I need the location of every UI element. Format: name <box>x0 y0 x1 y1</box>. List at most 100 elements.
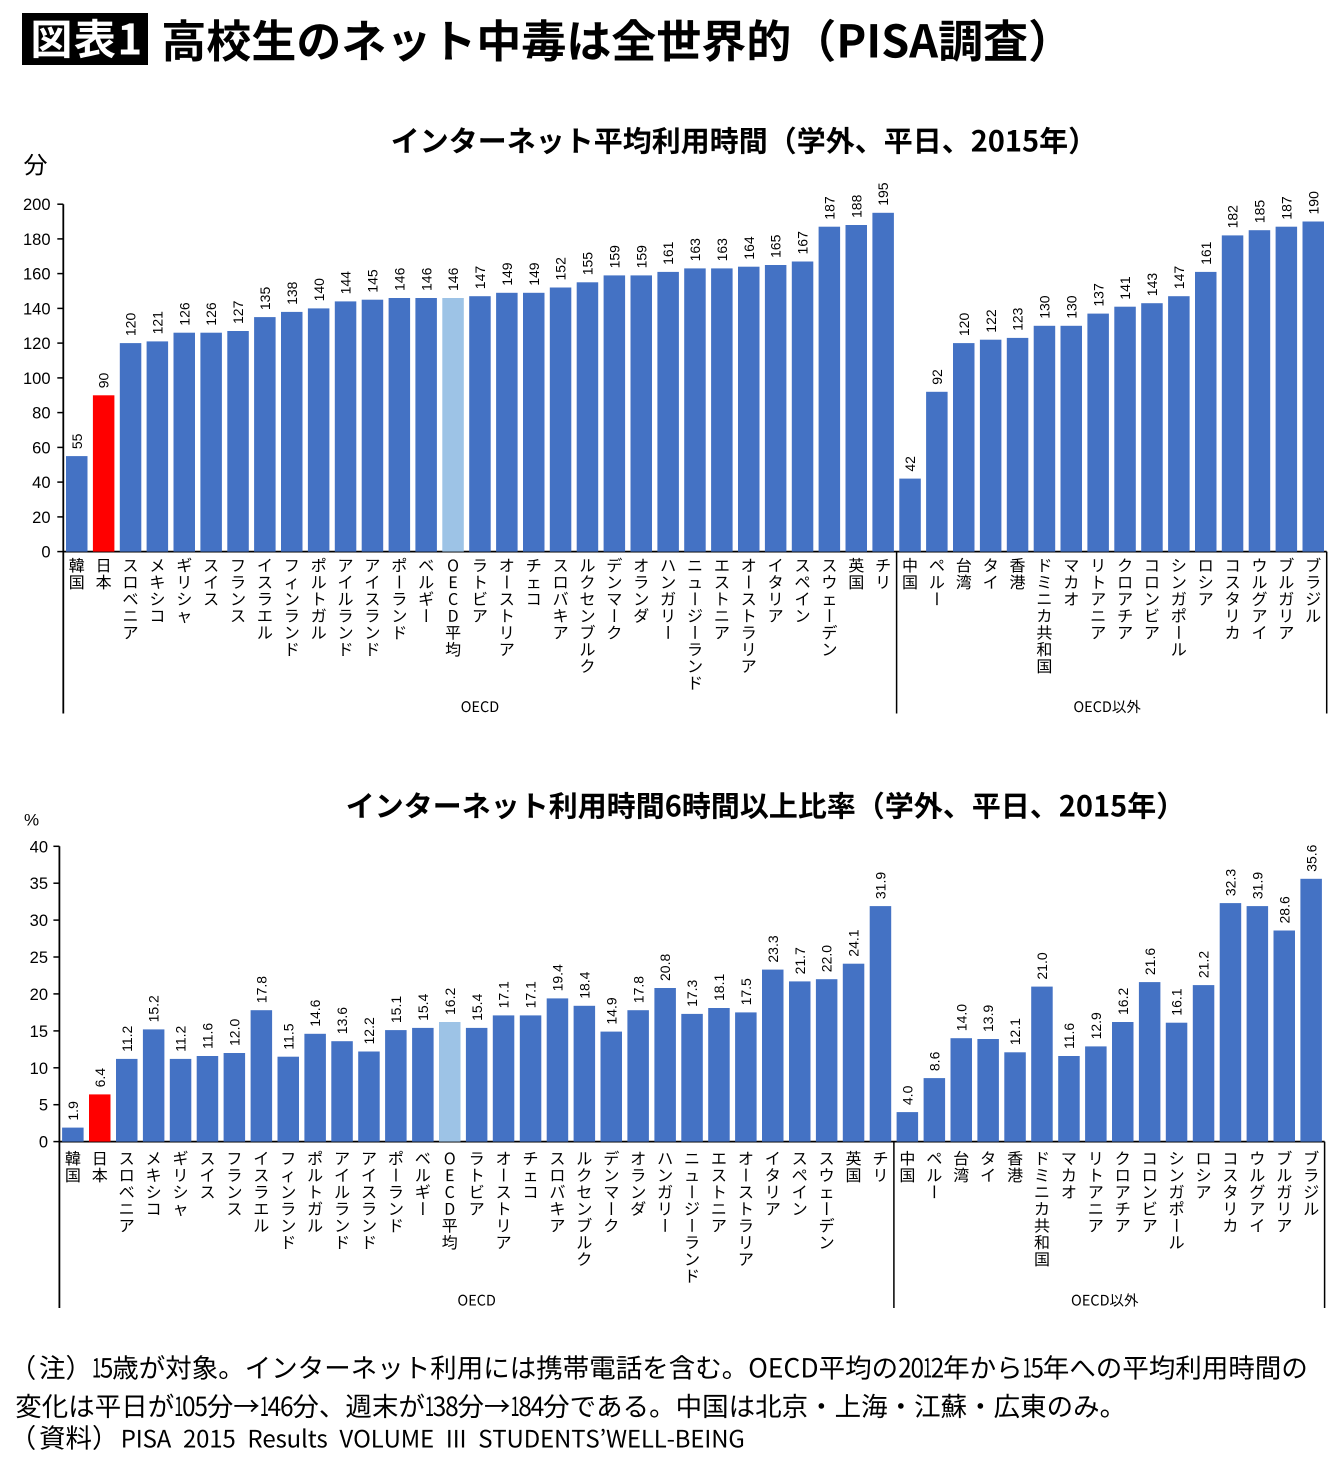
svg-text:21.0: 21.0 <box>1034 952 1050 979</box>
svg-text:28.6: 28.6 <box>1276 896 1292 923</box>
svg-text:145: 145 <box>365 269 381 293</box>
svg-text:20: 20 <box>30 986 48 1004</box>
svg-text:21.2: 21.2 <box>1196 951 1212 978</box>
svg-text:0: 0 <box>39 1134 48 1152</box>
svg-text:24.1: 24.1 <box>846 929 862 956</box>
svg-text:8.6: 8.6 <box>926 1051 942 1071</box>
svg-text:120: 120 <box>23 335 51 353</box>
svg-text:21.6: 21.6 <box>1142 948 1158 975</box>
svg-text:180: 180 <box>23 231 51 249</box>
svg-text:18.1: 18.1 <box>711 974 727 1001</box>
svg-text:18.4: 18.4 <box>576 971 592 998</box>
svg-text:120: 120 <box>123 313 139 337</box>
svg-text:16.1: 16.1 <box>1169 988 1185 1015</box>
svg-text:190: 190 <box>1305 191 1321 215</box>
svg-text:92: 92 <box>929 369 945 385</box>
svg-text:23.3: 23.3 <box>765 935 781 962</box>
svg-text:126: 126 <box>176 302 192 326</box>
svg-text:15.1: 15.1 <box>388 996 404 1023</box>
svg-text:35.6: 35.6 <box>1303 844 1319 871</box>
svg-text:15.4: 15.4 <box>469 993 485 1020</box>
svg-text:11.6: 11.6 <box>200 1023 216 1049</box>
svg-text:167: 167 <box>795 231 811 255</box>
svg-text:14.9: 14.9 <box>603 997 619 1024</box>
svg-text:130: 130 <box>1063 295 1079 319</box>
svg-text:11.2: 11.2 <box>119 1025 135 1051</box>
svg-text:143: 143 <box>1144 273 1160 297</box>
svg-text:159: 159 <box>606 245 622 269</box>
svg-text:163: 163 <box>687 238 703 262</box>
svg-text:147: 147 <box>472 266 488 290</box>
svg-text:137: 137 <box>1090 283 1106 307</box>
svg-text:163: 163 <box>714 238 730 262</box>
svg-text:5: 5 <box>39 1097 48 1115</box>
svg-text:%: % <box>24 811 39 830</box>
svg-text:17.5: 17.5 <box>738 978 754 1005</box>
svg-text:6.4: 6.4 <box>92 1068 108 1088</box>
svg-text:17.8: 17.8 <box>253 976 269 1003</box>
svg-text:161: 161 <box>1198 241 1214 265</box>
svg-text:160: 160 <box>23 266 51 284</box>
svg-text:25: 25 <box>30 949 48 967</box>
svg-text:122: 122 <box>983 309 999 333</box>
svg-text:159: 159 <box>633 245 649 269</box>
svg-text:10: 10 <box>30 1060 48 1078</box>
svg-text:185: 185 <box>1252 200 1268 224</box>
svg-text:126: 126 <box>203 302 219 326</box>
svg-text:21.7: 21.7 <box>792 947 808 974</box>
svg-text:35: 35 <box>30 875 48 893</box>
svg-text:1.9: 1.9 <box>65 1101 81 1121</box>
svg-text:138: 138 <box>284 281 300 305</box>
svg-text:146: 146 <box>391 267 407 291</box>
svg-text:140: 140 <box>23 300 51 318</box>
svg-text:11.2: 11.2 <box>173 1025 189 1051</box>
svg-text:141: 141 <box>1117 276 1133 300</box>
svg-text:146: 146 <box>418 267 434 291</box>
svg-text:14.6: 14.6 <box>307 999 323 1026</box>
svg-text:165: 165 <box>768 234 784 258</box>
svg-text:135: 135 <box>257 287 273 311</box>
svg-text:130: 130 <box>1037 295 1053 319</box>
svg-text:4.0: 4.0 <box>900 1085 916 1105</box>
svg-text:40: 40 <box>30 838 48 856</box>
svg-text:15.4: 15.4 <box>415 993 431 1020</box>
svg-text:14.0: 14.0 <box>953 1004 969 1031</box>
svg-text:123: 123 <box>1010 307 1026 331</box>
svg-text:42: 42 <box>902 456 918 472</box>
svg-text:127: 127 <box>230 300 246 324</box>
svg-text:16.2: 16.2 <box>442 988 458 1015</box>
svg-text:20: 20 <box>32 509 50 527</box>
svg-text:152: 152 <box>553 257 569 281</box>
svg-text:188: 188 <box>848 194 864 218</box>
svg-text:164: 164 <box>741 236 757 260</box>
svg-text:60: 60 <box>32 439 50 457</box>
svg-text:0: 0 <box>41 544 50 562</box>
svg-text:187: 187 <box>822 196 838 220</box>
svg-text:146: 146 <box>445 267 461 291</box>
svg-text:187: 187 <box>1278 196 1294 220</box>
svg-text:195: 195 <box>875 182 891 206</box>
svg-text:17.8: 17.8 <box>630 976 646 1003</box>
svg-text:200: 200 <box>23 196 51 214</box>
svg-text:17.1: 17.1 <box>523 981 539 1008</box>
svg-text:144: 144 <box>338 271 354 295</box>
svg-text:31.9: 31.9 <box>1249 872 1265 899</box>
svg-text:121: 121 <box>150 311 166 335</box>
svg-text:22.0: 22.0 <box>819 945 835 972</box>
svg-text:20.8: 20.8 <box>657 954 673 981</box>
svg-text:17.3: 17.3 <box>684 979 700 1006</box>
svg-text:90: 90 <box>96 373 112 389</box>
svg-text:11.6: 11.6 <box>1061 1023 1077 1049</box>
svg-text:182: 182 <box>1225 205 1241 229</box>
svg-text:11.5: 11.5 <box>280 1023 296 1049</box>
svg-text:12.1: 12.1 <box>1007 1018 1023 1045</box>
svg-text:140: 140 <box>311 278 327 302</box>
svg-text:13.9: 13.9 <box>980 1005 996 1032</box>
svg-text:15: 15 <box>30 1023 48 1041</box>
svg-text:149: 149 <box>499 262 515 286</box>
svg-text:40: 40 <box>32 474 50 492</box>
svg-text:12.9: 12.9 <box>1088 1012 1104 1039</box>
svg-text:155: 155 <box>580 252 596 276</box>
svg-text:32.3: 32.3 <box>1223 869 1239 896</box>
svg-text:16.2: 16.2 <box>1115 988 1131 1015</box>
